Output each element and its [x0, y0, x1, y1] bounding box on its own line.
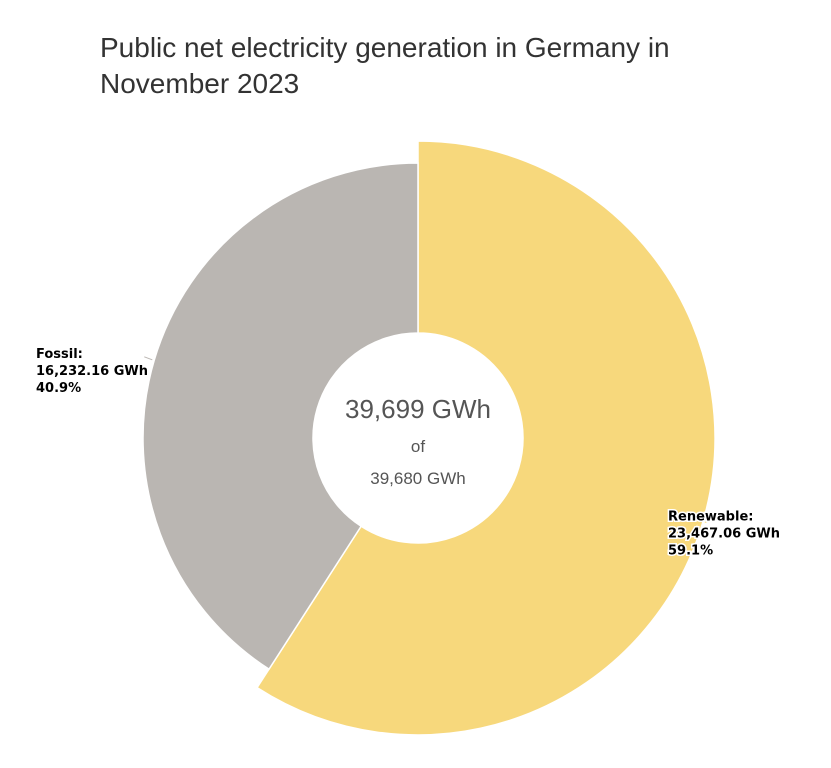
chart-title: Public net electricity generation in Ger…	[100, 32, 670, 99]
data-label-line: 59.1%	[668, 543, 713, 558]
data-label-line: Renewable:	[668, 509, 753, 524]
label-connector-renewable	[704, 518, 714, 523]
label-connector-fossil	[144, 356, 153, 361]
data-label-fossil: Fossil: 16,232.16 GWh 40.9%	[36, 347, 148, 396]
data-label-line: Fossil:	[36, 347, 83, 362]
center-reference-label: 39,680 GWh	[370, 469, 465, 488]
data-label-renewable: Renewable: 23,467.06 GWh 59.1%	[668, 509, 780, 558]
center-of-label: of	[411, 437, 425, 456]
data-label-line: 23,467.06 GWh	[668, 526, 780, 541]
data-label-line: 40.9%	[36, 381, 81, 396]
center-total-label: 39,699 GWh	[345, 394, 491, 424]
data-label-line: 16,232.16 GWh	[36, 364, 148, 379]
slice-renewable[interactable]	[256, 140, 716, 736]
slice-fossil[interactable]	[142, 162, 419, 671]
